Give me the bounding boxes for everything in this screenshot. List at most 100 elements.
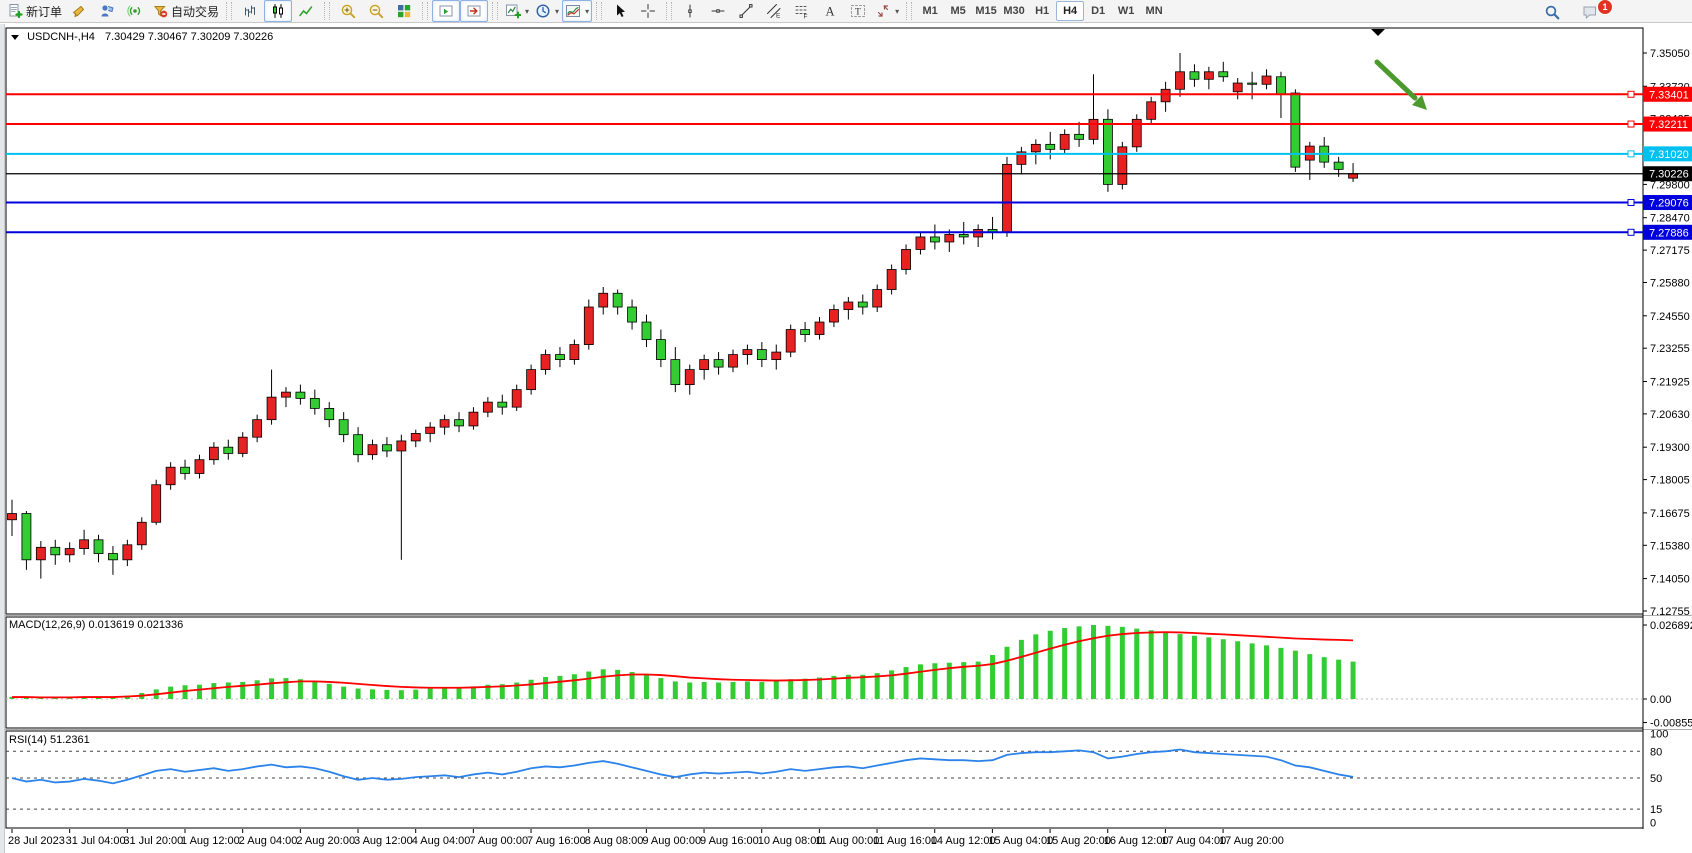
timeframe-mn-button[interactable]: MN xyxy=(1145,5,1163,17)
price-lines[interactable]: 7.33401 7.32211 7.31020 7.30226 7.29076 7.278… xyxy=(6,86,1692,240)
text-button[interactable]: A xyxy=(816,0,844,22)
templates-button[interactable]: ▾ xyxy=(562,0,593,22)
zoom-out-button[interactable] xyxy=(362,0,390,22)
candlestick-button[interactable] xyxy=(264,0,293,22)
zoom-in-button[interactable] xyxy=(334,0,362,22)
line-handle[interactable] xyxy=(1627,150,1635,158)
svg-text:7.29800: 7.29800 xyxy=(1650,179,1690,191)
svg-text:1 Aug 12:00: 1 Aug 12:00 xyxy=(181,835,240,847)
svg-text:7 Aug 00:00: 7 Aug 00:00 xyxy=(469,835,528,847)
megaphone-button[interactable] xyxy=(65,0,93,22)
svg-text:31 Jul 04:00: 31 Jul 04:00 xyxy=(66,835,126,847)
candlestick xyxy=(742,349,753,355)
auto-scroll-button[interactable] xyxy=(432,0,461,22)
svg-text:-0.008557: -0.008557 xyxy=(1650,718,1692,730)
candlestick xyxy=(122,544,133,561)
candlestick xyxy=(1030,143,1041,153)
price-tag xyxy=(1643,86,1692,102)
dropdown-arrow-icon[interactable]: ▾ xyxy=(585,6,590,16)
line-handle[interactable] xyxy=(1627,120,1635,128)
candlestick xyxy=(208,446,219,461)
price-tag xyxy=(1643,195,1692,211)
search-button[interactable] xyxy=(1538,1,1566,23)
equidistant-channel-button[interactable]: E xyxy=(760,0,788,22)
tile-windows-button[interactable] xyxy=(390,0,418,22)
svg-text:7.14050: 7.14050 xyxy=(1650,574,1690,586)
zoom-in-icon xyxy=(340,3,356,19)
candlestick xyxy=(1175,71,1185,90)
autotrading-icon xyxy=(152,3,168,19)
arrows-button[interactable]: ▾ xyxy=(872,0,902,22)
price-scale[interactable]: 7.350507.337207.324257.311307.298007.284… xyxy=(1643,48,1690,618)
candlestick xyxy=(425,426,436,434)
horizontal-line-button[interactable] xyxy=(704,0,732,22)
candlestick xyxy=(353,434,363,456)
timeframe-m15-button[interactable]: M15 xyxy=(975,5,997,17)
dropdown-arrow-icon[interactable]: ▾ xyxy=(525,6,530,16)
candlestick xyxy=(843,301,854,310)
chart-area[interactable]: 7.350507.337207.324257.311307.298007.284… xyxy=(0,24,1692,853)
candlestick xyxy=(367,444,378,456)
macd-pane-frame xyxy=(5,616,1644,729)
autotrading-button[interactable]: 自动交易 xyxy=(149,0,222,22)
price-tag xyxy=(1643,166,1692,182)
price-chart-canvas[interactable]: 7.350507.337207.324257.311307.298007.284… xyxy=(0,24,1692,853)
rsi-pane-frame xyxy=(5,730,1644,829)
news-button[interactable] xyxy=(93,0,121,22)
vertical-line-button[interactable] xyxy=(676,0,704,22)
timeframe-m5-button[interactable]: M5 xyxy=(950,5,966,17)
svg-text:9 Aug 16:00: 9 Aug 16:00 xyxy=(700,835,759,847)
cursor-button[interactable] xyxy=(606,0,634,22)
timeframe-d1-button[interactable]: D1 xyxy=(1091,5,1106,17)
main-pane-frame xyxy=(5,27,1644,615)
line-handle[interactable] xyxy=(1627,90,1635,98)
periods-button[interactable]: ▾ xyxy=(532,0,562,22)
svg-text:11 Aug 00:00: 11 Aug 00:00 xyxy=(815,835,879,847)
annotation-arrow-icon[interactable] xyxy=(1374,59,1427,110)
timeframe-h1-button[interactable]: H1 xyxy=(1035,5,1050,17)
line-chart-icon xyxy=(298,3,314,19)
dropdown-arrow-icon[interactable]: ▾ xyxy=(555,6,560,16)
timeframe-m30-button[interactable]: M30 xyxy=(1003,5,1025,17)
candlestick xyxy=(540,354,551,371)
notifications-button[interactable]: 1 xyxy=(1576,0,1613,23)
fibonacci-button[interactable]: F xyxy=(788,0,816,22)
zoom-out-icon xyxy=(368,3,384,19)
signal-button[interactable] xyxy=(121,0,149,22)
candlestick xyxy=(223,446,234,454)
candlestick xyxy=(396,440,407,452)
candlestick xyxy=(93,539,104,554)
svg-text:7.20630: 7.20630 xyxy=(1650,409,1690,421)
indicators-button[interactable]: ▾ xyxy=(502,0,532,22)
bar-chart-button[interactable] xyxy=(236,0,264,22)
rsi-header: RSI(14) 51.2361 xyxy=(9,734,90,746)
collapse-triangle-icon[interactable] xyxy=(11,34,19,40)
timeframe-m1-button[interactable]: M1 xyxy=(922,5,938,17)
line-handle[interactable] xyxy=(1627,199,1635,207)
line-chart-button[interactable] xyxy=(292,0,320,22)
dropdown-arrow-icon[interactable]: ▾ xyxy=(895,6,900,16)
timeframe-w1-button[interactable]: W1 xyxy=(1117,5,1135,17)
trend-line-button[interactable] xyxy=(732,0,760,22)
cursor-icon xyxy=(612,3,628,19)
chart-shift-marker-icon[interactable] xyxy=(1371,29,1385,36)
svg-text:14 Aug 12:00: 14 Aug 12:00 xyxy=(931,835,996,847)
text-label-button[interactable]: T xyxy=(844,0,872,22)
line-handle[interactable] xyxy=(1627,228,1635,236)
chart-shift-button[interactable] xyxy=(460,0,489,22)
crosshair-button[interactable] xyxy=(634,0,662,22)
candlestick xyxy=(1016,151,1027,165)
svg-text:80: 80 xyxy=(1650,746,1662,758)
candlestick xyxy=(901,249,911,270)
candlestick xyxy=(482,401,493,413)
svg-text:9 Aug 00:00: 9 Aug 00:00 xyxy=(642,835,701,847)
svg-text:T: T xyxy=(855,8,861,18)
candlestick xyxy=(50,546,61,556)
toolbar-grip xyxy=(422,2,429,20)
candlestick xyxy=(555,354,565,360)
svg-text:10 Aug 08:00: 10 Aug 08:00 xyxy=(758,835,823,847)
timeframe-h4-button[interactable]: H4 xyxy=(1056,1,1085,21)
svg-text:7.33401: 7.33401 xyxy=(1649,89,1689,101)
new-order-button[interactable]: 新订单 xyxy=(4,0,65,22)
